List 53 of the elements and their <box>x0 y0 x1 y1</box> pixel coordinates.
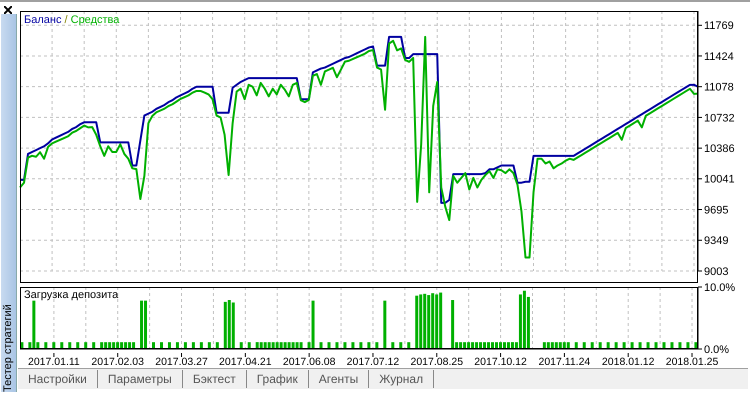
annotation: / <box>64 14 69 26</box>
x-tick-label: 2017.07.12 <box>346 356 400 368</box>
x-tick-label: 2017.01.11 <box>28 356 80 368</box>
bar <box>427 295 430 349</box>
bar <box>383 300 386 349</box>
text: Тестер стратегий <box>1 304 15 392</box>
bar <box>451 300 454 349</box>
y-tick-label: 9003 <box>704 266 728 278</box>
y-tick-label: 11424 <box>704 50 734 63</box>
bar <box>228 300 231 349</box>
x-tick-label: 2017.10.12 <box>474 356 528 368</box>
text: График <box>246 370 309 388</box>
bar <box>419 294 422 349</box>
line-series <box>19 36 699 204</box>
text: Журнал <box>369 370 434 388</box>
x-tick-label: 2017.02.03 <box>91 356 144 368</box>
y-tick-label: 11078 <box>704 82 734 94</box>
line-series <box>19 36 699 258</box>
y-tick-label: 10.0% <box>704 282 736 294</box>
bar <box>522 290 526 349</box>
bar <box>435 294 438 349</box>
text: Баланс <box>24 14 62 26</box>
x-tick-label: 2017.11.24 <box>538 356 590 368</box>
text: Средства <box>70 14 120 26</box>
y-tick-label: 0.0% <box>704 344 730 356</box>
x-tick-label: 2017.03.27 <box>155 356 208 368</box>
bar <box>439 292 442 349</box>
x-tick-label: 2017.06.08 <box>282 356 336 368</box>
bar <box>232 302 235 349</box>
y-tick-label: 10386 <box>704 143 735 156</box>
bar <box>518 294 522 349</box>
y-tick-label: 10041 <box>704 174 735 186</box>
chart-title: Загрузка депозита <box>24 289 118 301</box>
x-tick-label: 2017.08.25 <box>410 356 464 368</box>
bar <box>224 302 227 349</box>
text: Агенты <box>308 370 370 388</box>
bar <box>431 293 434 349</box>
text: Бэктест <box>182 370 247 388</box>
bar <box>312 300 315 349</box>
text: Настройки <box>18 370 98 388</box>
bar <box>415 296 418 349</box>
bar <box>32 300 36 349</box>
y-tick-label: 11769 <box>704 20 734 32</box>
y-tick-label: 9695 <box>704 204 728 216</box>
text: Параметры <box>98 370 183 388</box>
y-tick-label: 10732 <box>704 112 735 124</box>
y-tick-label: 9349 <box>704 235 728 248</box>
bar <box>144 300 148 349</box>
x-tick-label: 2017.04.21 <box>219 356 272 368</box>
x-tick-label: 2018.01.12 <box>602 356 655 368</box>
bar <box>140 300 144 349</box>
bar <box>423 294 426 349</box>
x-tick-label: 2018.01.25 <box>666 356 718 368</box>
